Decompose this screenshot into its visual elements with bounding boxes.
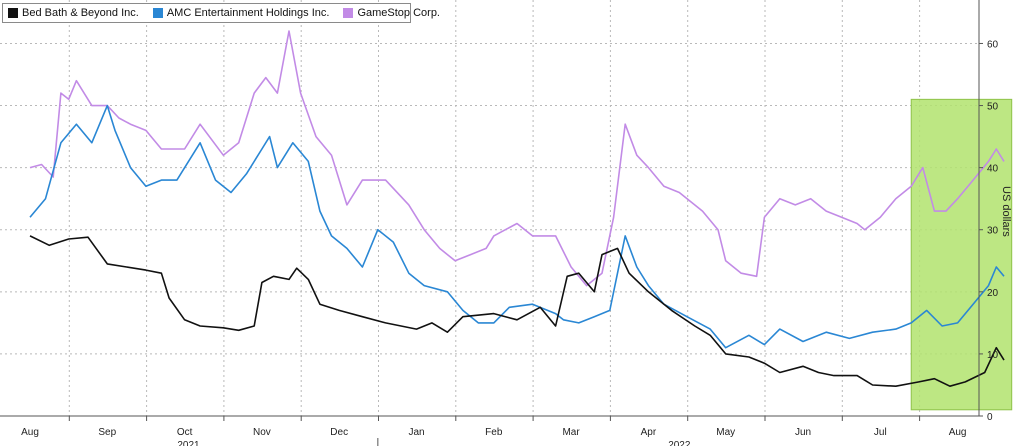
series-line-gme	[29, 30, 1005, 287]
legend: Bed Bath & Beyond Inc. AMC Entertainment…	[2, 3, 440, 23]
legend-label-bbby: Bed Bath & Beyond Inc.	[22, 7, 139, 19]
x-tick-label: Aug	[21, 427, 39, 438]
legend-swatch-gme	[343, 8, 354, 18]
grid-lines	[0, 0, 979, 416]
x-tick-label: Aug	[949, 427, 967, 438]
x-tick-labels: Aug Sep Oct Nov Dec Jan Feb Mar Apr May Jun Jul Aug 2…	[21, 416, 967, 446]
highlight-box	[910, 98, 1013, 411]
legend-item-bbby: Bed Bath & Beyond Inc.	[8, 7, 139, 19]
x-tick-label: Feb	[485, 427, 503, 438]
x-tick-label: Mar	[562, 427, 580, 438]
x-tick-label: May	[716, 427, 735, 438]
y-tick-label: 30	[987, 226, 999, 237]
y-tick-label: 60	[987, 39, 999, 50]
legend-swatch-amc	[152, 8, 163, 18]
series-lines	[29, 30, 1005, 387]
x-tick-label: Dec	[330, 427, 348, 438]
y-tick-label: 0	[987, 412, 993, 423]
y-tick-label: 10	[987, 350, 999, 361]
legend-item-amc: AMC Entertainment Holdings Inc.	[152, 7, 330, 19]
y-tick-label: 50	[987, 102, 999, 113]
y-axis-title: US dollars	[1000, 186, 1012, 237]
legend-label-amc: AMC Entertainment Holdings Inc.	[166, 7, 330, 19]
y-tick-label: 40	[987, 164, 999, 175]
x-tick-label: Oct	[177, 427, 193, 438]
x-tick-label: Jun	[795, 427, 811, 438]
x-tick-label: Sep	[98, 427, 116, 438]
legend-swatch-bbby	[8, 8, 18, 18]
x-tick-label: Apr	[641, 427, 657, 438]
x-tick-label: Nov	[253, 427, 271, 438]
series-line-bbby	[29, 235, 1005, 387]
y-tick-labels: 0 10 20 30 40 50 60	[979, 39, 999, 423]
legend-label-gme: GameStop Corp.	[357, 7, 440, 19]
x-tick-label: Jul	[874, 427, 887, 438]
x-year-label: 2022	[668, 440, 691, 446]
series-line-amc	[29, 104, 1005, 349]
y-tick-label: 20	[987, 288, 999, 299]
x-year-label: 2021	[177, 440, 200, 446]
legend-item-gme: GameStop Corp.	[343, 7, 440, 19]
x-tick-label: Jan	[408, 427, 424, 438]
